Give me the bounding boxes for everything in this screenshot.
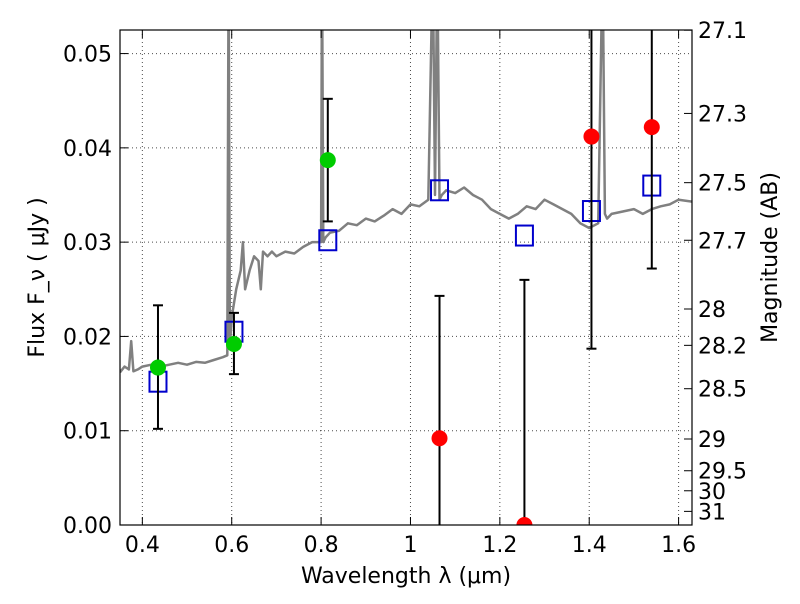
y-tick-label: 0.01 (63, 420, 112, 445)
x-tick-label: 0.4 (125, 533, 160, 558)
x-tick-label: 0.8 (304, 533, 339, 558)
x-axis-label: Wavelength λ (μm) (301, 564, 511, 589)
y-tick-label: 0.02 (63, 325, 112, 350)
y-tick-label: 0.05 (63, 43, 112, 68)
mag-tick-label: 27.3 (698, 102, 747, 127)
mag-tick-label: 28.5 (698, 378, 747, 403)
label-layer: 0.4 0.6 0.8 1 1.2 1.4 1.6 0.00 0.01 0.02 0.03 0.04 0… (25, 19, 783, 589)
axes-frame (119, 29, 693, 526)
model-square-marker (514, 224, 534, 247)
axis-layer (119, 29, 693, 526)
mag-tick-label: 29 (698, 428, 726, 453)
y-tick-label: 0.03 (63, 231, 112, 256)
y-tick-label: 0.04 (63, 137, 112, 162)
data-point (225, 335, 242, 352)
mag-tick-label: 28.2 (698, 334, 747, 359)
model-square-marker (318, 229, 338, 252)
mag-tick-label: 28 (698, 298, 726, 323)
mag-tick-label: 27.7 (698, 229, 747, 254)
data-point (516, 517, 533, 525)
x-tick-label: 1 (403, 533, 417, 558)
grid-layer (120, 30, 692, 526)
mag-tick-label: 29.5 (698, 460, 747, 485)
y2-axis-label: Magnitude (AB) (758, 172, 783, 343)
x-tick-label: 0.6 (214, 533, 249, 558)
x-tick-label: 1.4 (572, 533, 607, 558)
plot-layer (120, 30, 692, 525)
mag-tick-label: 27.5 (698, 172, 747, 197)
data-point (149, 359, 166, 376)
mag-tick-label: 30 (698, 480, 726, 505)
x-tick-label: 1.2 (482, 533, 517, 558)
x-tick-label: 1.6 (661, 533, 696, 558)
data-point (431, 430, 448, 447)
y-tick-label: 0.00 (63, 514, 112, 539)
data-point (583, 128, 600, 145)
mag-tick-label: 27.1 (698, 19, 747, 44)
data-point (643, 119, 660, 136)
data-point (319, 152, 336, 169)
model-square-marker (430, 179, 450, 202)
y-axis-label: Flux F_ν ( μJy ) (25, 197, 50, 357)
spectrum-line (120, 30, 692, 374)
mag-tick-label: 31 (698, 500, 726, 525)
